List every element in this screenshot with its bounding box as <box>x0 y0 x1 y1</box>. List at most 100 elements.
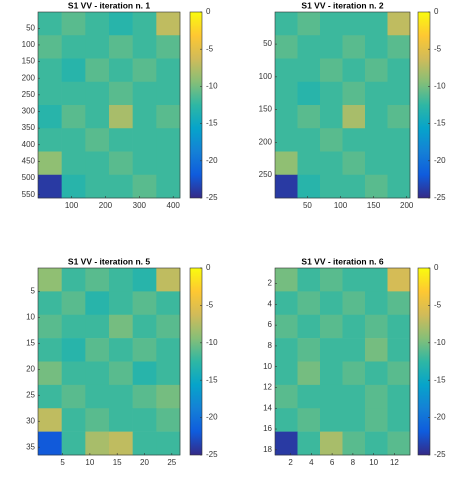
heatmap-cell <box>156 361 181 386</box>
heatmap-cell <box>297 58 321 83</box>
heatmap-cell <box>132 12 157 36</box>
x-tick-label: 15 <box>113 458 122 467</box>
heatmap-cell <box>365 431 388 456</box>
heatmap-cell <box>38 174 62 199</box>
y-tick-label: 25 <box>26 390 35 399</box>
heatmap-cell <box>109 338 133 362</box>
heatmap-cell <box>320 268 343 292</box>
heatmap-cell <box>132 35 157 59</box>
heatmap-cell <box>275 105 298 129</box>
x-tick-label: 300 <box>133 201 147 210</box>
heatmap-cell <box>156 174 181 199</box>
y-tick-label: 16 <box>263 424 272 433</box>
heatmap-cell <box>61 35 86 59</box>
heatmap-cell <box>342 58 366 83</box>
heatmap-cell <box>132 174 157 199</box>
y-tick-label: 200 <box>259 137 273 146</box>
y-tick-label: 10 <box>26 312 35 321</box>
colorbar-tick-label: -20 <box>434 156 446 165</box>
heatmap-cell <box>342 291 366 316</box>
heatmap-cell <box>275 291 298 316</box>
heatmap-cell <box>156 151 181 176</box>
heatmap-cell <box>38 12 62 36</box>
colorbar-tick-label: -15 <box>206 119 218 128</box>
y-tick-label: 550 <box>22 190 36 199</box>
heatmap-cell <box>38 431 62 456</box>
colorbar-tick-label: -20 <box>206 413 218 422</box>
heatmap-cell <box>387 174 411 199</box>
heatmap-cell <box>365 58 388 83</box>
heatmap-cell <box>132 268 157 292</box>
heatmap-cell <box>320 291 343 316</box>
heatmap-cell <box>132 81 157 106</box>
heatmap-cell <box>365 268 388 292</box>
y-tick-label: 2 <box>268 279 273 288</box>
colorbar-tick-label: -25 <box>434 450 446 459</box>
heatmap-cell <box>156 81 181 106</box>
heatmap-cell <box>109 58 133 83</box>
heatmap-cell <box>365 174 388 199</box>
heatmap-cell <box>342 361 366 386</box>
colorbar-tick-label: -5 <box>206 301 214 310</box>
x-tick-label: 5 <box>60 458 65 467</box>
heatmap-cell <box>297 338 321 362</box>
colorbar-tick-label: -5 <box>434 44 442 53</box>
heatmap-cell <box>320 314 343 339</box>
colorbar-tick-label: -5 <box>434 301 442 310</box>
heatmap-cell <box>387 105 411 129</box>
heatmap-cell <box>387 151 411 176</box>
heatmap-cell <box>156 338 181 362</box>
heatmap-cell <box>61 431 86 456</box>
heatmap-cell <box>85 35 110 59</box>
heatmap-cell <box>61 338 86 362</box>
heatmap-cell <box>275 431 298 456</box>
heatmap-cell <box>109 268 133 292</box>
y-tick-label: 20 <box>26 364 35 373</box>
heatmap-cell <box>365 12 388 36</box>
heatmap-cell <box>365 81 388 106</box>
heatmap-cell <box>297 291 321 316</box>
chart-title: S1 VV - iteration n. 6 <box>301 256 383 266</box>
heatmap-cell <box>275 268 298 292</box>
heatmap-cell <box>320 12 343 36</box>
colorbar-tick-label: -20 <box>434 413 446 422</box>
colorbar-tick-label: 0 <box>434 7 439 16</box>
colorbar-tick-label: -10 <box>206 338 218 347</box>
heatmap-cell <box>156 291 181 316</box>
colorbar-tick-label: -25 <box>206 193 218 202</box>
heatmap-cell <box>275 384 298 409</box>
x-tick-label: 400 <box>167 201 181 210</box>
heatmap-cell <box>342 338 366 362</box>
x-tick-label: 10 <box>369 458 378 467</box>
colorbar-tick-label: -10 <box>434 82 446 91</box>
heatmap-cell <box>297 384 321 409</box>
heatmap-cell <box>38 268 62 292</box>
x-tick-label: 6 <box>330 458 335 467</box>
y-tick-label: 15 <box>26 338 35 347</box>
heatmap-cell <box>275 408 298 432</box>
x-tick-label: 12 <box>390 458 399 467</box>
heatmap-cell <box>109 408 133 432</box>
chart-title: S1 VV - iteration n. 5 <box>68 256 150 266</box>
heatmap-cell <box>132 314 157 339</box>
heatmap-cell <box>365 361 388 386</box>
heatmap-cell <box>275 361 298 386</box>
y-tick-label: 350 <box>22 123 36 132</box>
colorbar-tick-label: 0 <box>434 263 439 272</box>
heatmap-cell <box>387 12 411 36</box>
y-tick-label: 18 <box>263 445 272 454</box>
heatmap-cell <box>387 35 411 59</box>
axes-frame <box>274 267 411 456</box>
heatmap-cell <box>365 314 388 339</box>
heatmap-cell <box>156 12 181 36</box>
heatmap-cell <box>275 314 298 339</box>
y-tick-label: 50 <box>26 23 35 32</box>
heatmap-cell <box>61 314 86 339</box>
heatmap-cell <box>387 291 411 316</box>
heatmap-cell <box>297 81 321 106</box>
heatmap-cell <box>132 291 157 316</box>
heatmap-cell <box>38 291 62 316</box>
heatmap-cell <box>275 128 298 152</box>
heatmap-cell <box>365 105 388 129</box>
heatmap-cell <box>61 361 86 386</box>
